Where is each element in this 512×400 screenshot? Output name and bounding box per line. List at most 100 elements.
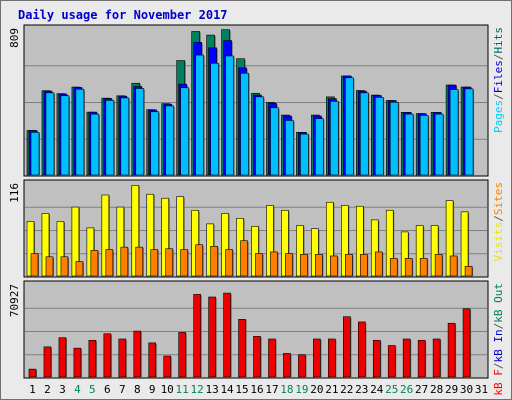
bar-pages-day-16 — [255, 96, 264, 176]
x-tick-label: 31 — [475, 383, 488, 396]
bar-sites-day-3 — [60, 256, 69, 277]
bar-sites-day-11 — [180, 249, 188, 277]
bar-visits-day-2 — [41, 213, 50, 277]
bar-sites-day-20 — [315, 254, 323, 277]
bar-visits-day-18 — [281, 209, 289, 277]
x-tick-label: 17 — [265, 383, 278, 396]
bar-kb-f-day-24 — [372, 339, 381, 378]
bar-pages-day-25 — [389, 102, 399, 176]
bar-kb-f-day-2 — [43, 346, 52, 378]
bar-visits-day-21 — [326, 201, 334, 277]
x-tick-label: 24 — [370, 383, 384, 396]
x-tick-label: 5 — [89, 383, 96, 396]
bar-visits-day-7 — [116, 206, 125, 277]
bar-kb-f-day-21 — [328, 338, 336, 378]
bar-pages-day-5 — [90, 113, 100, 176]
bar-sites-day-8 — [135, 246, 144, 277]
bar-visits-day-12 — [191, 209, 199, 277]
bar-pages-day-18 — [285, 120, 294, 176]
bar-sites-day-26 — [404, 258, 413, 277]
bar-sites-day-14 — [225, 249, 233, 277]
x-tick-label: 29 — [445, 383, 458, 396]
legend-part: kB F — [492, 369, 505, 396]
bar-visits-day-22 — [341, 205, 349, 277]
bar-sites-day-10 — [165, 248, 174, 277]
bar-sites-day-24 — [374, 251, 383, 277]
legend-part: Sites — [492, 182, 505, 215]
x-tick-label: 3 — [59, 383, 66, 396]
legend-part: / — [492, 54, 505, 61]
bar-pages-day-28 — [434, 113, 444, 176]
x-tick-label: 28 — [430, 383, 443, 396]
x-tick-label: 19 — [295, 383, 308, 396]
x-tick-label: 16 — [250, 383, 263, 396]
x-tick-label: 1 — [29, 383, 36, 396]
panel-hits-legend: Pages/Files/Hits — [492, 27, 505, 133]
bar-pages-day-26 — [404, 113, 414, 176]
panel-hits: 809 Pages/Files/Hits — [8, 24, 505, 177]
bar-visits-day-6 — [101, 194, 110, 277]
bar-pages-day-12 — [195, 54, 204, 176]
bar-kb-f-day-5 — [88, 339, 97, 378]
x-axis-tick-labels: 1 2 3 4 5 6 7 8 9 10 11 12 13 14 15 16 17 18 19 20 21 22 23 24 2… — [29, 383, 488, 396]
bar-kb-f-day-18 — [283, 353, 291, 378]
legend-part: kB Out — [492, 283, 505, 323]
x-tick-label: 25 — [385, 383, 398, 396]
bar-visits-day-28 — [430, 225, 439, 277]
x-tick-label: 14 — [220, 383, 234, 396]
x-tick-label: 27 — [415, 383, 428, 396]
bar-pages-day-29 — [449, 89, 459, 176]
bar-pages-day-8 — [135, 88, 145, 176]
bar-visits-day-16 — [251, 225, 259, 277]
bar-sites-day-30 — [464, 266, 473, 277]
bar-sites-day-9 — [150, 249, 159, 277]
bar-pages-day-22 — [345, 77, 354, 176]
x-tick-label: 18 — [280, 383, 293, 396]
legend-part: / — [492, 215, 505, 222]
bar-kb-f-day-16 — [253, 336, 261, 378]
bar-pages-day-24 — [374, 97, 384, 176]
bar-sites-day-16 — [255, 253, 263, 277]
bar-kb-f-day-26 — [402, 338, 411, 378]
panel-visits: 116 Visits/Sites — [8, 179, 505, 278]
x-tick-label: 8 — [134, 383, 141, 396]
bar-pages-day-6 — [105, 100, 115, 176]
chart-title: Daily usage for November 2017 — [18, 8, 228, 22]
bar-sites-day-21 — [330, 255, 338, 277]
bar-kb-f-day-13 — [208, 296, 216, 378]
legend-part: Hits — [492, 27, 505, 54]
x-tick-label: 6 — [104, 383, 111, 396]
bar-kb-f-day-20 — [313, 338, 321, 378]
bar-pages-day-10 — [165, 105, 175, 176]
bar-kb-f-day-25 — [387, 345, 396, 378]
panel-kbytes-max-label: 70927 — [8, 284, 21, 317]
bar-kb-f-day-4 — [73, 347, 82, 378]
x-tick-label: 22 — [340, 383, 353, 396]
bar-sites-day-13 — [210, 246, 218, 277]
bar-pages-day-9 — [150, 111, 160, 176]
bar-pages-day-17 — [270, 107, 279, 176]
bar-pages-day-11 — [180, 87, 189, 176]
bar-sites-day-12 — [195, 244, 203, 277]
bar-pages-day-19 — [300, 133, 309, 176]
bar-pages-day-20 — [315, 118, 324, 176]
bar-pages-day-27 — [419, 115, 429, 176]
x-tick-label: 4 — [74, 383, 81, 396]
x-tick-label: 30 — [460, 383, 473, 396]
x-tick-label: 11 — [176, 383, 189, 396]
bar-visits-day-14 — [221, 213, 229, 277]
x-tick-label: 23 — [355, 383, 368, 396]
x-tick-label: 10 — [161, 383, 174, 396]
x-tick-label: 13 — [205, 383, 218, 396]
bar-kb-f-day-11 — [178, 332, 186, 378]
bar-kb-f-day-27 — [417, 339, 426, 378]
bar-kb-f-day-3 — [58, 337, 67, 378]
panel-hits-max-label: 809 — [8, 28, 21, 48]
bar-visits-day-3 — [56, 221, 65, 277]
bar-kb-f-day-22 — [343, 316, 351, 378]
bar-pages-day-23 — [359, 92, 369, 176]
bar-visits-day-19 — [296, 225, 304, 277]
